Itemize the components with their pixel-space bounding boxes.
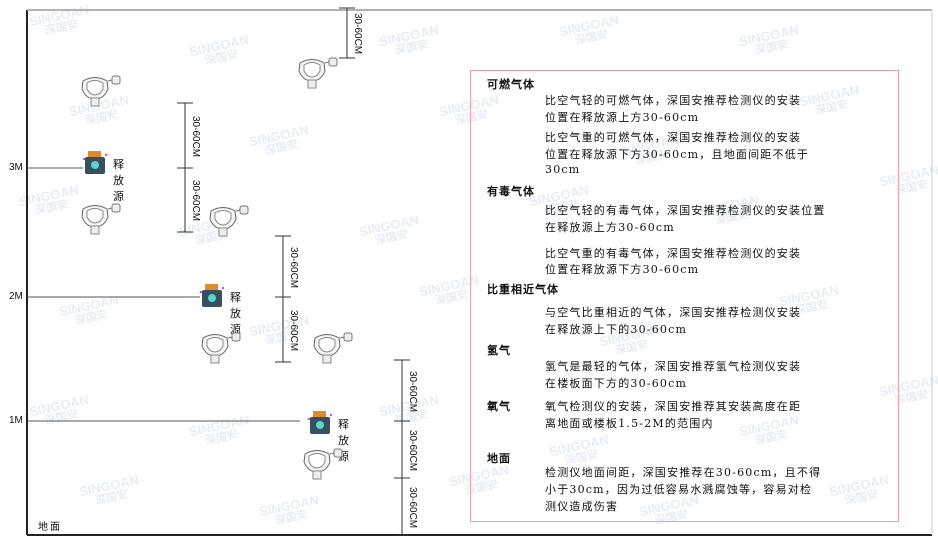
legend-text-line: 位置在释放源下方30-60cm [545,263,700,276]
legend-box [470,70,899,522]
legend-text-line: 比空气轻的可燃气体，深国安推荐检测仪的安装 [545,94,802,107]
gas-detector-icon [200,332,242,368]
legend-text-line: 30cm [545,163,581,176]
legend-section-title: 氢气 [487,344,511,357]
legend-text-line: 比空气重的可燃气体，深国安推荐检测仪的安装 [545,131,802,144]
legend-text-line: 氢气是最轻的气体，深国安推荐氢气检测仪安装 [545,360,802,373]
release-source: 释放源 [200,283,241,336]
legend-text-line: 位置在释放源上方30-60cm [545,111,700,124]
gas-source-icon [308,411,332,434]
release-source-label: 释放源 [113,158,126,203]
level-label-3m: 3M [9,162,23,173]
legend-text-line: 与空气比重相近的气体，深国安推荐检测仪安装 [545,306,802,319]
dimension-label: 30-60CM [288,246,299,288]
legend-text-line: 在释放源上下的30-60cm [545,323,688,336]
legend-section-title: 氧气 [487,400,511,413]
gas-detector-icon [80,75,122,111]
gas-source-icon [83,151,107,174]
legend-text-line: 离地面或楼板1.5-2M的范围内 [545,417,714,430]
legend-section-title: 地面 [487,452,511,465]
release-source-label: 释放源 [230,291,243,336]
gas-detector-icon [80,203,122,239]
dimension-label: 30-60CM [407,486,418,528]
release-source: 释放源 [308,410,349,463]
dimension-label: 30-60CM [352,13,363,55]
legend-text-line: 小于30cm，因为过低容易水溅腐蚀等，容易对检 [545,483,813,496]
legend-text-line: 测仪造成伤害 [545,500,619,513]
legend-text-line: 在楼板面下方的30-60cm [545,377,688,390]
legend-text-line: 在释放源上方30-60cm [545,221,675,234]
dimension-label: 30-60CM [407,429,418,471]
gas-detector-icon [302,448,344,484]
dimension-label: 30-60CM [190,180,201,222]
legend-section-title: 比重相近气体 [487,283,559,296]
legend-text-line: 位置在释放源下方30-60cm，且地面间距不低于 [545,148,810,161]
level-label-2m: 2M [9,291,23,302]
level-label-1m: 1M [9,415,23,426]
gas-source-icon [200,284,224,307]
legend-text-line: 氧气检测仪的安装，深国安推荐其安装高度在距 [545,400,802,413]
legend-section-title: 有毒气体 [487,185,535,198]
gas-detector-icon [208,205,250,241]
gas-detector-icon [297,57,339,93]
legend-text-line: 比空气重的有毒气体，深国安推荐检测仪的安装 [545,247,802,260]
dimension-label: 30-60CM [288,309,299,351]
dimension-label: 30-60CM [190,115,201,157]
release-source-label: 释放源 [338,418,351,463]
dimension-label: 30-60CM [407,370,418,412]
release-source: 释放源 [83,150,124,203]
gas-detector-icon [312,332,354,368]
legend-section-title: 可燃气体 [487,78,535,91]
legend-text-line: 检测仪地面间距，深国安推荐在30-60cm，且不得 [545,466,822,479]
floor-label: 地面 [38,522,62,533]
legend-text-line: 比空气轻的有毒气体，深国安推荐检测仪的安装位置 [545,204,826,217]
